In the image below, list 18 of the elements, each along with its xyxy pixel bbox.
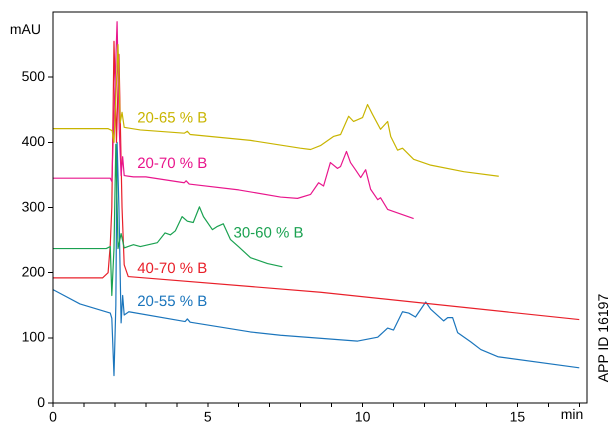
series-label: 40-70 % B <box>137 260 208 277</box>
series-label: 30-60 % B <box>233 224 304 242</box>
y-axis-title: mAU <box>10 20 41 37</box>
x-tick-label: 0 <box>49 408 58 424</box>
x-axis-title: min <box>560 406 584 422</box>
y-tick-label: 500 <box>22 68 46 84</box>
series-label: 20-70 % B <box>137 154 208 172</box>
series-label: 20-65 % B <box>137 109 208 126</box>
text: APP ID 16197 <box>594 294 611 382</box>
y-tick-label: 100 <box>22 328 46 345</box>
y-tick-label: 0 <box>37 394 46 410</box>
y-tick-label: 200 <box>22 264 46 280</box>
x-tick-label: 10 <box>354 408 371 424</box>
x-tick-label: 5 <box>204 408 212 424</box>
y-tick-label: 400 <box>22 133 46 150</box>
series-label: 20-55 % B <box>137 293 208 310</box>
y-tick-label: 300 <box>22 198 46 214</box>
x-tick-label: 15 <box>510 408 526 424</box>
